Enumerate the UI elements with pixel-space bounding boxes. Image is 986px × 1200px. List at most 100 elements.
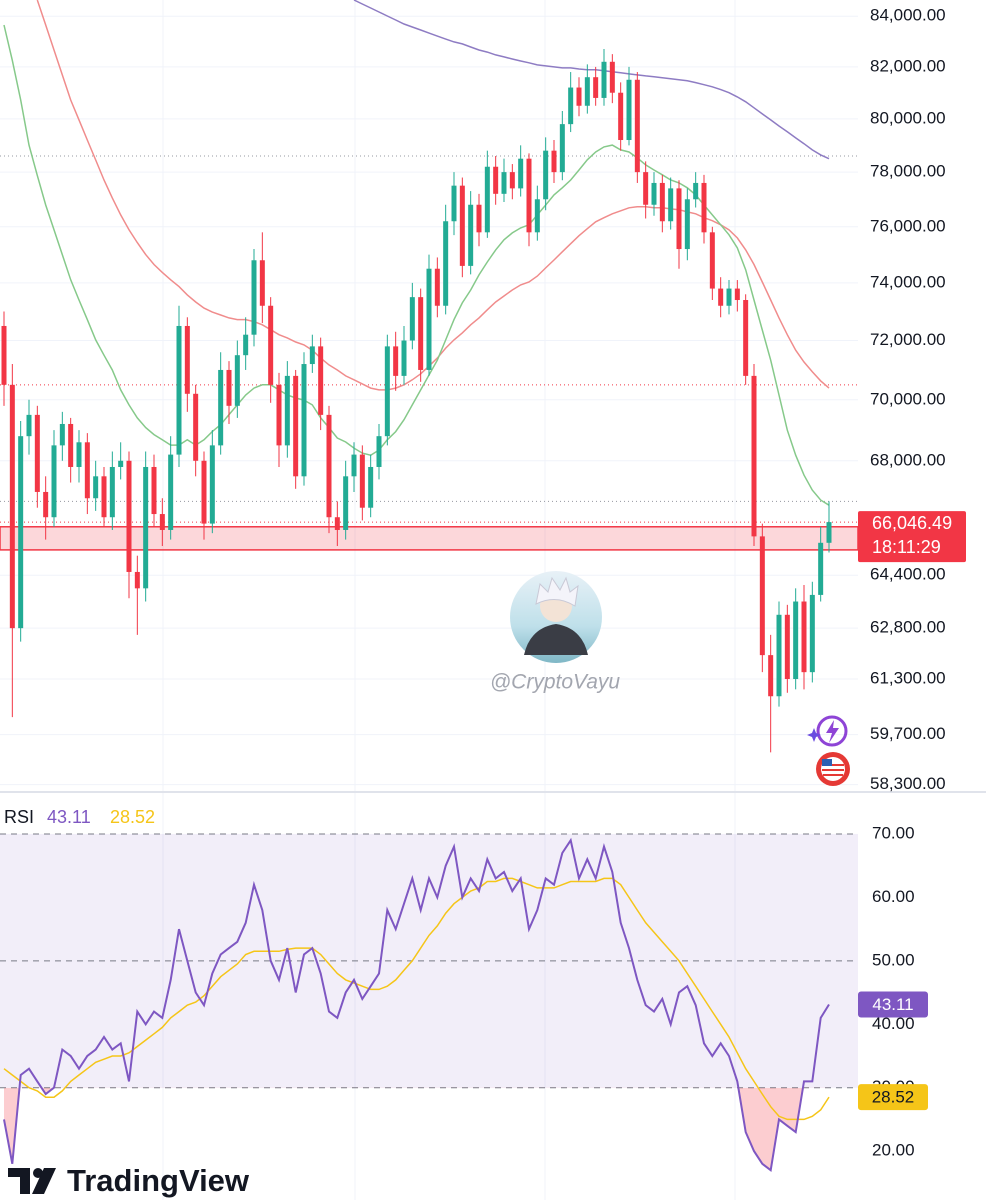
candle-body xyxy=(518,158,524,189)
candle-body xyxy=(493,166,499,194)
candle-body xyxy=(376,436,382,467)
moving-average xyxy=(36,0,830,391)
candle-body xyxy=(276,384,282,446)
candle-body xyxy=(68,423,74,467)
rsi-tick-label: 60.00 xyxy=(872,887,915,906)
price-tag-label: 66,046.49 xyxy=(872,513,952,533)
moving-average xyxy=(3,24,830,506)
rsi-legend-value: 43.11 xyxy=(47,807,91,827)
candle-body xyxy=(259,260,265,306)
candle-body xyxy=(201,460,207,524)
candle-body xyxy=(809,594,815,673)
price-zone xyxy=(0,526,858,551)
candle-body xyxy=(509,172,515,189)
candle-body xyxy=(576,87,582,106)
y-tick-label: 84,000.00 xyxy=(870,6,946,25)
candle-body xyxy=(76,442,82,467)
y-tick-label: 59,700.00 xyxy=(870,724,946,743)
candle-body xyxy=(534,199,540,233)
watermark-avatar xyxy=(510,571,602,663)
value-tag-label: 28.52 xyxy=(872,1088,915,1107)
price-tag-countdown: 18:11:29 xyxy=(872,537,941,557)
candle-body xyxy=(718,288,724,306)
candle-body xyxy=(9,384,15,629)
candle-body xyxy=(234,355,240,406)
candle-body xyxy=(84,442,90,499)
candle-body xyxy=(551,150,557,173)
candle-body xyxy=(701,182,707,233)
candle-body xyxy=(326,414,332,518)
y-tick-label: 62,800.00 xyxy=(870,618,946,637)
candle-body xyxy=(818,542,824,595)
y-tick-label: 74,000.00 xyxy=(870,272,946,291)
y-tick-label: 80,000.00 xyxy=(870,108,946,127)
y-tick-label: 61,300.00 xyxy=(870,668,946,687)
candle-body xyxy=(118,460,124,467)
candle-body xyxy=(734,288,740,301)
candle-body xyxy=(651,182,657,205)
candle-body xyxy=(459,185,465,266)
candle-body xyxy=(751,375,757,537)
candle-body xyxy=(784,614,790,680)
candle-body xyxy=(418,297,424,370)
candle-body xyxy=(759,536,765,656)
y-tick-label: 58,300.00 xyxy=(870,774,946,793)
candle-body xyxy=(801,601,807,673)
y-tick-label: 64,400.00 xyxy=(870,565,946,584)
candle-body xyxy=(826,522,832,543)
candle-body xyxy=(34,414,40,492)
y-tick-label: 68,000.00 xyxy=(870,450,946,469)
quick-icons xyxy=(807,715,850,786)
candle-body xyxy=(284,375,290,446)
candle-body xyxy=(59,423,65,446)
candle-body xyxy=(526,158,532,233)
brand-name: TradingView xyxy=(67,1163,250,1198)
candle-body xyxy=(768,655,774,697)
candle-body xyxy=(601,61,607,98)
candle-body xyxy=(151,466,157,515)
price-plot xyxy=(0,0,858,753)
rsi-ma-line xyxy=(3,877,830,1121)
candle-body xyxy=(451,185,457,222)
candle-body xyxy=(793,601,799,680)
candle-body xyxy=(318,346,324,415)
candle-body xyxy=(101,476,107,518)
candle-body xyxy=(193,393,199,461)
rsi-tick-label: 50.00 xyxy=(872,950,915,969)
candle-body xyxy=(776,614,782,697)
price-grid xyxy=(0,15,858,786)
candle-body xyxy=(618,92,624,141)
candle-body xyxy=(134,571,140,589)
candle-body xyxy=(351,454,357,477)
candle-body xyxy=(93,476,99,499)
candle-body xyxy=(309,346,315,365)
candle-body xyxy=(684,199,690,250)
candle-body xyxy=(426,268,432,370)
candle-body xyxy=(484,166,490,233)
moving-average xyxy=(353,0,830,160)
candle-body xyxy=(676,188,682,250)
candle-body xyxy=(743,300,749,376)
candle-body xyxy=(143,466,149,589)
value-tag-label: 43.11 xyxy=(872,995,913,1014)
candle-body xyxy=(626,79,632,141)
rsi-tick-label: 20.00 xyxy=(872,1141,915,1160)
candle-body xyxy=(643,172,649,205)
rsi-tick-label: 40.00 xyxy=(872,1014,915,1033)
y-tick-label: 82,000.00 xyxy=(870,56,946,75)
candle-body xyxy=(468,204,474,266)
candle-body xyxy=(559,124,565,173)
candle-body xyxy=(609,61,615,93)
candle-body xyxy=(659,182,665,222)
candle-body xyxy=(218,369,224,446)
candle-body xyxy=(368,466,374,508)
candle-body xyxy=(334,517,340,530)
candle-body xyxy=(634,79,640,173)
candle-body xyxy=(168,454,174,530)
candle-body xyxy=(268,305,274,385)
candle-body xyxy=(401,340,407,376)
candle-body xyxy=(726,288,732,306)
candle-body xyxy=(176,325,182,455)
rsi-ma-legend-value: 28.52 xyxy=(110,807,155,827)
